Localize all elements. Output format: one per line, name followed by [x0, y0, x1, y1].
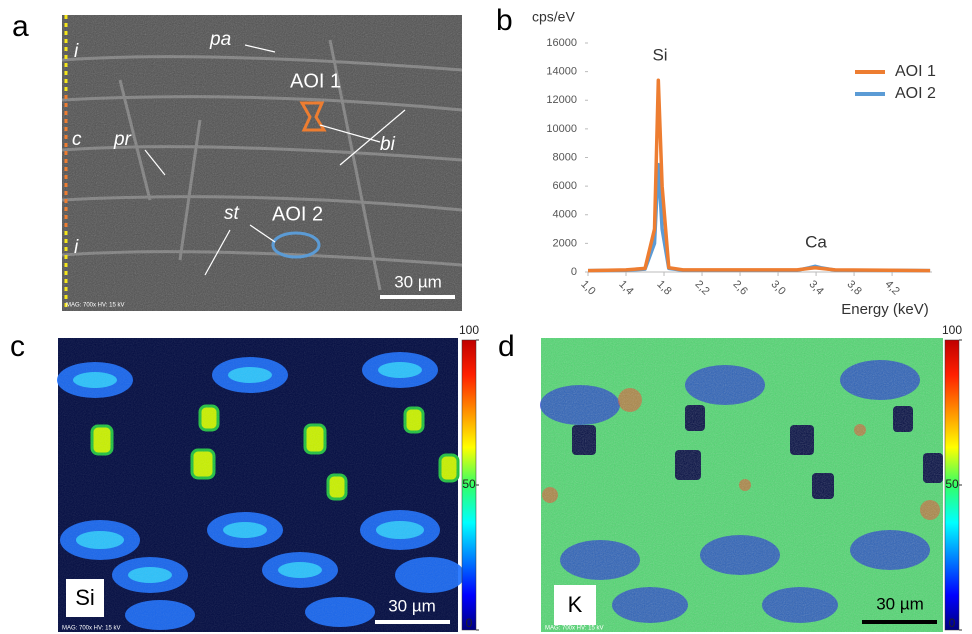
x-axis-label: Energy (keV) [841, 301, 929, 318]
k-map [540, 338, 959, 632]
annotation: AOI 1 [290, 70, 341, 92]
scale-bar-label: 30 µm [876, 594, 924, 613]
panel-label: d [498, 330, 515, 363]
colorbar-tick-label: 50 [945, 477, 959, 491]
panel-label: c [10, 330, 25, 363]
scale-bar-label: 30 µm [394, 272, 442, 291]
spectrum-chart: 0 2000 4000 6000 8000 10000 12000 14000 16000 1,0… [546, 37, 936, 298]
image-footer: MAG: 700x HV: 15 kV [545, 626, 603, 632]
y-tick-label: 8000 [553, 151, 577, 163]
x-tick-label: 2,6 [730, 278, 749, 297]
x-tick-label: 1,0 [578, 278, 597, 297]
annotation: bi [380, 134, 396, 155]
annotation: pr [113, 129, 132, 150]
y-tick-label: 16000 [546, 37, 577, 49]
colorbar-tick-label: 100 [942, 323, 962, 337]
element-label: Si [75, 585, 95, 610]
panel-label: b [496, 4, 513, 37]
series-line [588, 165, 930, 271]
y-tick-label: 10000 [546, 123, 577, 135]
y-axis-label: cps/eV [532, 9, 575, 25]
y-tick-label: 2000 [553, 237, 577, 249]
colorbar-tick-label: 0 [466, 616, 473, 630]
annotation: AOI 2 [272, 203, 323, 225]
x-tick-label: 2,2 [692, 278, 711, 297]
x-tick-label: 4,2 [883, 278, 902, 297]
y-tick-label: 6000 [553, 180, 577, 192]
figure: a b c d pa AOI 1 i c pr bi st AOI 2 i 30… [0, 0, 972, 634]
legend-label: AOI 2 [895, 85, 936, 102]
colorbar-tick-label: 100 [459, 323, 479, 337]
x-tick-label: 3,8 [844, 278, 863, 297]
image-footer: MAG: 700x HV: 15 kV [66, 303, 124, 309]
element-label: K [568, 592, 583, 617]
x-tick-label: 1,4 [616, 278, 635, 297]
annotation: st [224, 203, 240, 224]
y-tick-label: 0 [571, 266, 577, 278]
panel-label: a [12, 10, 29, 43]
annotation: pa [209, 29, 231, 50]
peak-label: Si [652, 45, 667, 64]
colorbar-tick-label: 50 [462, 477, 476, 491]
y-tick-label: 14000 [546, 66, 577, 78]
x-tick-label: 3,0 [768, 278, 787, 297]
y-tick-label: 12000 [546, 94, 577, 106]
sem-image [62, 15, 462, 311]
scale-bar-label: 30 µm [388, 596, 436, 615]
legend-label: AOI 1 [895, 63, 936, 80]
x-tick-label: 1,8 [654, 278, 673, 297]
x-tick-label: 3,4 [806, 278, 825, 297]
peak-label: Ca [805, 232, 827, 251]
series-line [588, 80, 930, 270]
image-footer: MAG: 700x HV: 15 kV [62, 626, 120, 632]
y-tick-label: 4000 [553, 209, 577, 221]
si-map [57, 338, 476, 632]
colorbar-tick-label: 0 [949, 616, 956, 630]
annotation: c [72, 129, 82, 150]
